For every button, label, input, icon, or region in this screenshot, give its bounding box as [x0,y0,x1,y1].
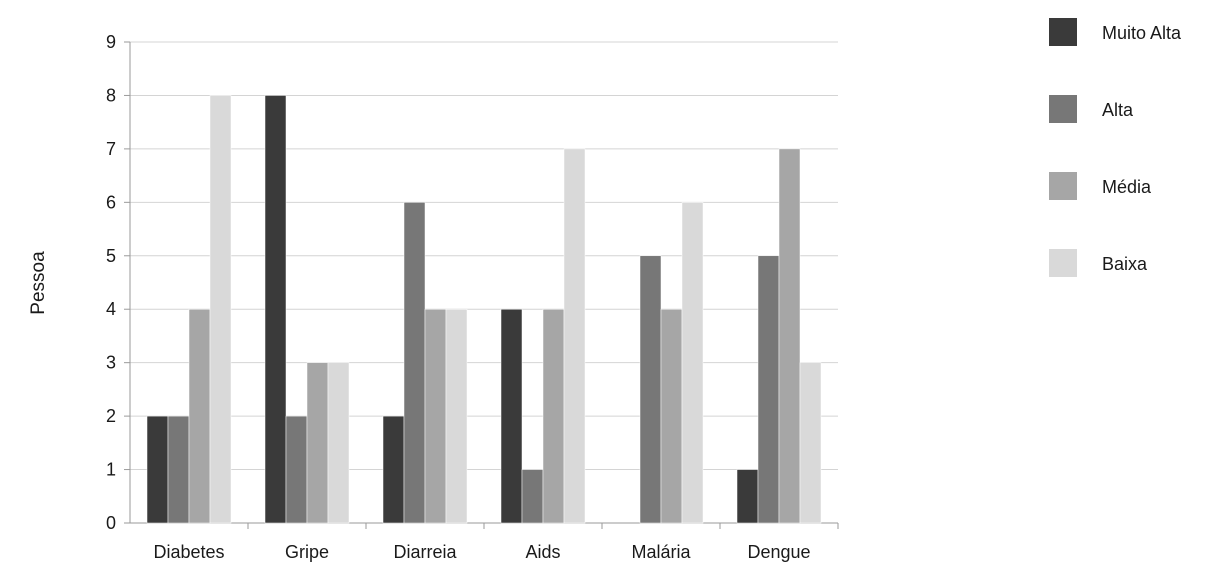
y-tick-label: 9 [106,32,116,52]
bar-gripe-muito-alta [264,95,287,524]
legend-label: Baixa [1102,254,1148,274]
x-tick-label: Diabetes [153,542,224,562]
legend-swatch [1049,172,1077,200]
y-tick-label: 7 [106,139,116,159]
bar-diabetes-baixa [209,95,232,524]
x-tick-label: Diarreia [393,542,457,562]
legend-label: Alta [1102,100,1134,120]
y-tick-label: 3 [106,353,116,373]
bar-mal-ria-m-dia [660,308,683,524]
y-tick-label: 6 [106,192,116,212]
y-tick-label: 4 [106,299,116,319]
legend-swatch [1049,249,1077,277]
bar-diarreia-muito-alta [382,415,405,524]
legend-swatch [1049,95,1077,123]
legend: Muito Alta Alta Média Baixa [1049,18,1182,277]
bar-gripe-baixa [327,362,350,524]
y-axis-label: Pessoa [28,251,49,315]
legend-label: Média [1102,177,1152,197]
bar-diarreia-baixa [445,308,468,524]
x-tick-labels: Diabetes Gripe Diarreia Aids Malária Dengue [153,542,810,562]
y-tick-labels: 0 1 2 3 4 5 6 7 8 9 [106,32,116,533]
axes [124,41,839,529]
y-tick-label: 8 [106,85,116,105]
bar-gripe-alta [285,415,308,524]
bar-gripe-m-dia [306,362,329,524]
bar-aids-muito-alta [500,308,523,524]
bar-aids-baixa [563,148,586,524]
y-tick-label: 1 [106,460,116,480]
y-tick-label: 0 [106,513,116,533]
bar-dengue-baixa [799,362,822,524]
legend-label: Muito Alta [1102,23,1182,43]
x-tick-label: Gripe [285,542,329,562]
bar-aids-m-dia [542,308,565,524]
bar-mal-ria-alta [639,255,662,524]
bar-mal-ria-baixa [681,202,704,524]
x-tick-label: Malária [631,542,691,562]
bar-dengue-alta [757,255,780,524]
y-tick-label: 5 [106,246,116,266]
bars [146,95,822,524]
x-tick-label: Dengue [747,542,810,562]
legend-swatch [1049,18,1077,46]
bar-dengue-muito-alta [736,469,759,524]
bar-dengue-m-dia [778,148,801,524]
bar-diarreia-m-dia [424,308,447,524]
bar-diabetes-alta [167,415,190,524]
bar-aids-alta [521,469,544,524]
bar-diabetes-m-dia [188,308,211,524]
bar-diabetes-muito-alta [146,415,169,524]
y-tick-label: 2 [106,406,116,426]
x-tick-label: Aids [525,542,560,562]
bar-diarreia-alta [403,202,426,524]
gridlines [130,41,838,471]
